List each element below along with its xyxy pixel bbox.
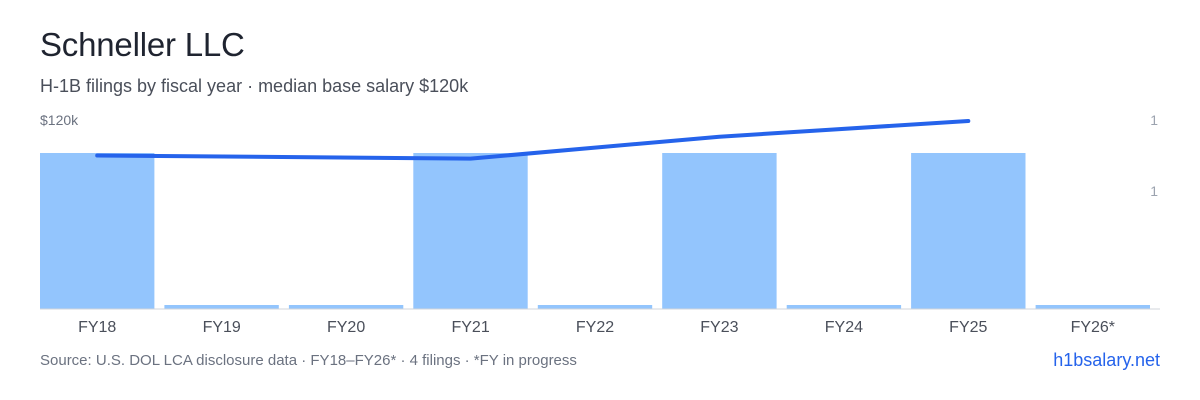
- x-tick-label: FY19: [203, 319, 241, 336]
- x-tick-label: FY25: [949, 319, 987, 336]
- footer-source: Source: U.S. DOL LCA disclosure data · F…: [40, 352, 577, 369]
- x-tick-label: FY18: [78, 319, 116, 336]
- bar-fy20: [288, 305, 404, 309]
- bar-fy19: [164, 305, 279, 309]
- bar-fy25: [911, 153, 1026, 309]
- footer-brand-link[interactable]: h1bsalary.net: [1053, 350, 1160, 370]
- chart-title: Schneller LLC: [40, 26, 245, 63]
- x-tick-label: FY23: [700, 319, 738, 336]
- bars-layer: [40, 153, 1150, 309]
- bar-fy23: [662, 153, 777, 309]
- salary-line: [95, 119, 971, 161]
- bar-fy18: [40, 153, 155, 309]
- left-axis-label: $120k: [40, 112, 79, 128]
- x-tick-labels: FY18 FY19 FY20 FY21 FY22 FY23 FY24 FY25 FY26*: [78, 319, 1115, 336]
- right-axis-tick-mid: 1: [1150, 183, 1158, 199]
- x-tick-label: FY21: [451, 319, 489, 336]
- bar-fy21: [413, 153, 528, 309]
- x-tick-label: FY24: [825, 319, 863, 336]
- bar-fy24: [786, 305, 902, 309]
- right-axis-tick-top: 1: [1150, 112, 1158, 128]
- x-tick-label: FY20: [327, 319, 365, 336]
- x-tick-label: FY22: [576, 319, 614, 336]
- chart-subtitle: H-1B filings by fiscal year · median bas…: [40, 76, 469, 96]
- bar-fy26-star: [1035, 305, 1150, 309]
- bar-fy22: [537, 305, 653, 309]
- x-tick-label: FY26*: [1071, 319, 1115, 336]
